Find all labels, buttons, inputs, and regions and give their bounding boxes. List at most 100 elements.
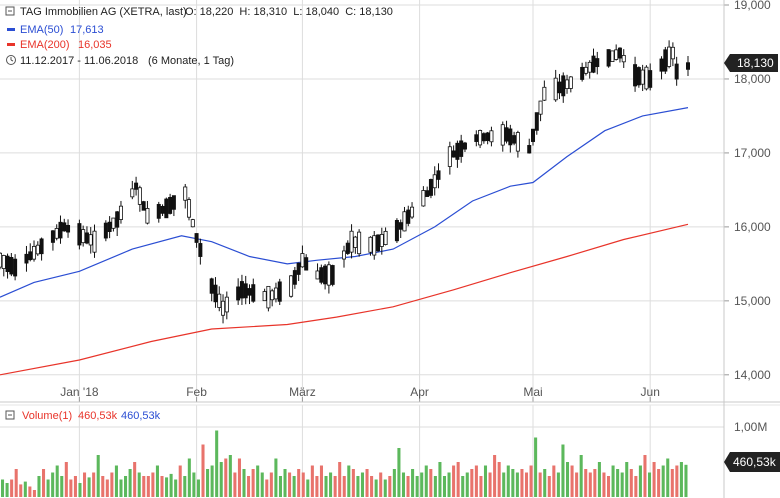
volume-bar: [206, 469, 210, 497]
volume-value-tag-shape: [724, 452, 780, 472]
volume-bar: [515, 472, 519, 497]
volume-bar: [219, 462, 223, 497]
volume-bar: [524, 472, 529, 497]
candle-body: [289, 275, 294, 297]
candle-body: [557, 81, 562, 94]
volume-bar: [278, 476, 282, 497]
ema50-path: [0, 107, 689, 298]
candle-body: [636, 67, 641, 86]
volume-bar: [461, 476, 465, 497]
collapse-icon[interactable]: [5, 6, 15, 16]
y-tick-label: 15,000: [734, 294, 771, 308]
instrument-title: TAG Immobilien AG (XETRA, last): [20, 6, 187, 18]
candle-body: [531, 128, 536, 142]
ema200-path: [0, 223, 689, 376]
volume-bar: [383, 479, 387, 497]
volume-bar: [292, 476, 296, 497]
volume-bar: [647, 472, 652, 497]
volume-bar: [365, 469, 369, 497]
volume-bar: [675, 465, 679, 497]
candle-body: [455, 142, 460, 160]
volume-bar: [684, 464, 688, 497]
candle-body: [432, 174, 437, 189]
candle-body: [595, 58, 600, 68]
volume-bar: [611, 465, 615, 497]
ema200-line: [0, 223, 689, 376]
volume-bar: [502, 472, 506, 497]
ema50-value: 17,613: [70, 24, 104, 36]
volume-bar: [178, 465, 182, 497]
volume-bar: [538, 472, 542, 497]
volume-bar: [392, 469, 396, 497]
volume-bar: [315, 476, 319, 497]
volume-bar: [274, 458, 278, 497]
volume-bar: [46, 479, 50, 497]
volume-bar: [301, 472, 305, 497]
candle-body: [406, 209, 411, 224]
volume-bar: [42, 469, 46, 497]
candle-body: [319, 267, 324, 283]
candle-body: [394, 219, 399, 242]
candle-body: [35, 244, 40, 255]
last-price-tag-shape: [724, 54, 778, 72]
volume-bar: [324, 476, 328, 497]
volume-value-red: 460,53k: [78, 410, 118, 422]
last-price-tag: 18,130: [724, 54, 778, 72]
candle-body: [345, 242, 350, 254]
volume-bar: [552, 465, 556, 497]
volume-bar: [133, 462, 137, 497]
candle-body: [617, 47, 622, 59]
candle-body: [349, 230, 354, 253]
volume-bar: [87, 477, 91, 497]
volume-bar: [625, 462, 629, 497]
volume-legend: Volume(1) 460,53k 460,53k: [5, 410, 161, 422]
candle-body: [527, 145, 532, 154]
candle-body: [323, 265, 328, 285]
volume-collapse-icon[interactable]: [5, 410, 15, 420]
candle-body: [504, 127, 509, 142]
volume-bar: [488, 472, 492, 497]
volume-bar: [196, 479, 200, 497]
ema200-legend-swatch: [7, 43, 15, 46]
candle-body: [428, 179, 433, 196]
candle-body: [251, 284, 256, 302]
volume-bar: [470, 469, 474, 497]
volume-bar: [210, 465, 214, 497]
volume-bar: [424, 465, 428, 497]
volume-bar: [1, 479, 5, 497]
candle-body: [130, 188, 135, 198]
y-tick-label: 14,000: [734, 368, 771, 382]
candle-body: [183, 186, 188, 201]
volume-bar: [142, 476, 146, 497]
volume-bar: [174, 479, 178, 497]
volume-bar: [565, 462, 570, 497]
candle-body: [368, 236, 373, 253]
candle-body: [670, 46, 675, 60]
volume-bar: [670, 469, 674, 497]
candle-body: [667, 46, 672, 67]
volume-bar: [429, 469, 433, 497]
candle-body: [376, 234, 381, 252]
volume-bar: [242, 469, 246, 497]
volume-bar: [401, 472, 406, 497]
ema50-legend-swatch: [7, 28, 15, 31]
candle-body: [372, 235, 377, 256]
candle-body: [357, 231, 362, 255]
volume-bar: [415, 476, 419, 497]
x-tick-label: Jan '18: [60, 385, 99, 399]
volume-bar: [155, 465, 159, 497]
candle-body: [583, 66, 588, 74]
volume-bar: [374, 479, 378, 497]
period-range: 11.12.2017 - 11.06.2018: [20, 55, 138, 67]
volume-bar: [69, 479, 73, 497]
volume-bar: [661, 465, 665, 497]
volume-bar: [347, 465, 351, 497]
candle-body: [39, 238, 44, 255]
candle-body: [587, 61, 592, 73]
ema200-value: 16,035: [78, 39, 112, 51]
volume-bar: [32, 490, 36, 497]
ema50-label: EMA(50): [20, 24, 63, 36]
candle-body: [341, 250, 346, 260]
volume-bar: [329, 472, 333, 497]
candlesticks: [0, 40, 691, 324]
